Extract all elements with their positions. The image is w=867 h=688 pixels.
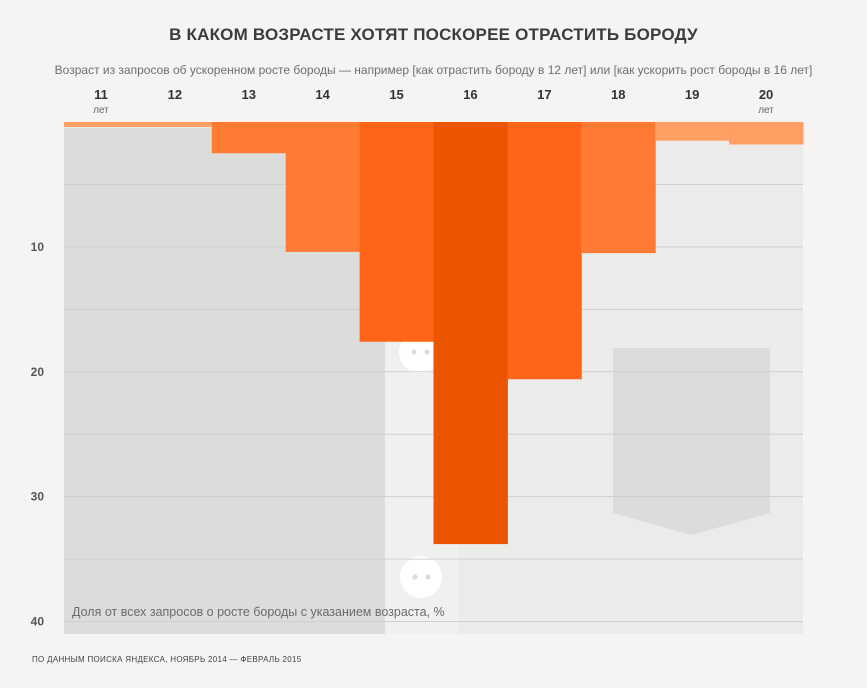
bar-age-20 [729, 122, 804, 145]
bar-age-14 [285, 122, 361, 252]
x-tick-label: 19 [685, 87, 699, 102]
x-tick-label: 12 [168, 87, 182, 102]
x-axis-labels: 11 лет 12 13 14 15 16 17 18 19 20 лет [93, 87, 774, 116]
y-tick-label: 20 [31, 365, 45, 379]
shirt-button-bottom [400, 556, 442, 598]
y-tick-label: 30 [31, 490, 45, 504]
bar-age-15 [359, 122, 434, 342]
pocket-silhouette [613, 348, 770, 535]
y-axis-caption: Доля от всех запросов о росте бороды с у… [72, 605, 445, 619]
bar-age-17 [507, 122, 582, 380]
source-footnote: ПО ДАННЫМ ПОИСКА ЯНДЕКСА, НОЯБРЬ 2014 — … [32, 655, 302, 664]
x-tick-label: 15 [389, 87, 403, 102]
bar-age-19 [655, 122, 730, 141]
bar-age-12 [137, 122, 213, 127]
bar-age-11 [64, 122, 139, 127]
y-tick-label: 10 [31, 240, 45, 254]
x-tick-label: 14 [315, 87, 330, 102]
bar-age-16 [433, 122, 508, 545]
x-tick-label: 18 [611, 87, 625, 102]
x-tick-label: 20 [759, 87, 773, 102]
bar-age-18 [581, 122, 656, 254]
x-tick-label: 16 [463, 87, 477, 102]
shirt-silhouette-left [64, 128, 385, 634]
chart-title: В КАКОМ ВОЗРАСТЕ ХОТЯТ ПОСКОРЕЕ ОТРАСТИТ… [169, 25, 698, 44]
bar-age-13 [211, 122, 287, 154]
y-tick-label: 40 [31, 615, 45, 629]
y-axis-labels: 10 20 30 40 [31, 240, 45, 629]
bar-series [64, 122, 804, 545]
x-tick-label: 11 [94, 87, 108, 102]
x-tick-unit: лет [93, 105, 109, 116]
x-tick-label: 17 [537, 87, 551, 102]
x-tick-unit: лет [758, 105, 774, 116]
x-tick-label: 13 [242, 87, 256, 102]
chart-subtitle: Возраст из запросов об ускоренном росте … [54, 63, 813, 77]
